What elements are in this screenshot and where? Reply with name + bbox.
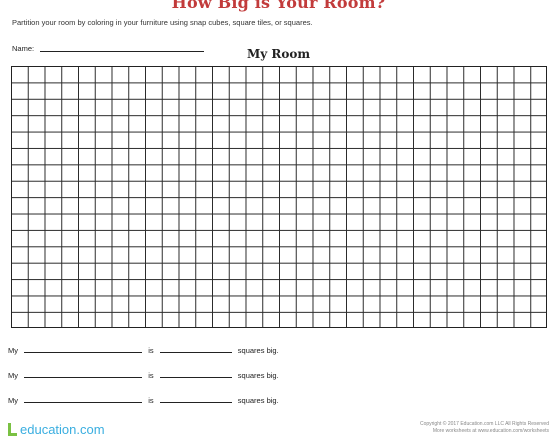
sentence-row: My is squares big. bbox=[8, 346, 279, 355]
sentence-start: My bbox=[8, 371, 18, 380]
instructions-text: Partition your room by coloring in your … bbox=[12, 18, 313, 27]
name-label: Name: bbox=[12, 44, 35, 53]
count-blank[interactable] bbox=[159, 376, 232, 378]
count-blank[interactable] bbox=[159, 401, 232, 403]
furniture-blank[interactable] bbox=[24, 401, 143, 403]
logo-mark-icon bbox=[8, 423, 17, 436]
sentence-start: My bbox=[8, 346, 18, 355]
copyright-line: Copyright © 2017 Education.com LLC All R… bbox=[419, 421, 549, 427]
sentence-end: squares big. bbox=[237, 371, 279, 380]
sentence-row: My is squares big. bbox=[8, 371, 279, 380]
grid-title: My Room bbox=[246, 47, 311, 61]
sentence-middle: is bbox=[148, 371, 154, 380]
sentence-end: squares big. bbox=[237, 396, 279, 405]
room-grid[interactable] bbox=[11, 66, 547, 328]
furniture-blank[interactable] bbox=[24, 376, 143, 378]
worksheets-link: More worksheets at www.education.com/wor… bbox=[432, 428, 549, 434]
name-field[interactable] bbox=[40, 51, 204, 52]
copyright-notice: Copyright © 2017 Education.com LLC All R… bbox=[420, 421, 549, 435]
sentence-end: squares big. bbox=[237, 346, 279, 355]
sentence-middle: is bbox=[148, 396, 154, 405]
furniture-blank[interactable] bbox=[24, 351, 143, 353]
sentence-start: My bbox=[8, 396, 18, 405]
education-logo: education.com bbox=[8, 422, 105, 437]
count-blank[interactable] bbox=[159, 351, 232, 353]
logo-text: education.com bbox=[20, 422, 105, 437]
sentence-row: My is squares big. bbox=[8, 396, 279, 405]
worksheet-title: How Big is Your Room? bbox=[171, 0, 386, 12]
sentence-middle: is bbox=[148, 346, 154, 355]
